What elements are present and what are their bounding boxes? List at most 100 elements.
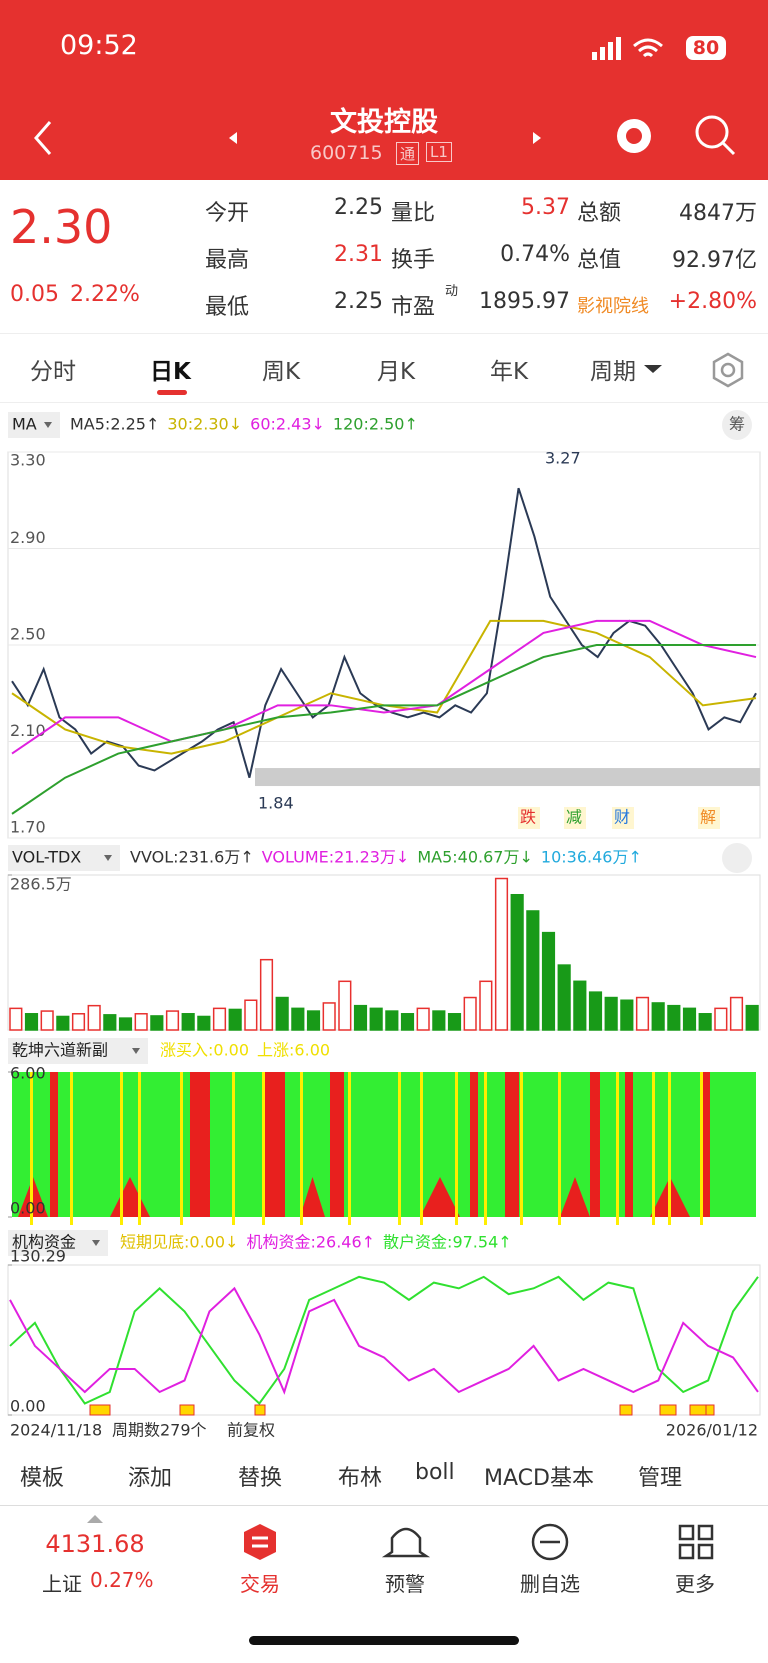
nav-item[interactable]: 交易 xyxy=(240,1572,280,1596)
toolbar-item[interactable]: 管理 xyxy=(638,1466,683,1491)
qk-yellow xyxy=(300,1072,303,1225)
legend-item: 散户资金:97.54↑ xyxy=(383,1233,512,1252)
pe-sup: 动 xyxy=(445,284,459,299)
plot-frame xyxy=(7,874,761,1031)
qk-red xyxy=(590,1072,600,1217)
settings[interactable] xyxy=(708,350,748,390)
legend-item: 60:2.43↓ xyxy=(250,415,325,434)
nav-item[interactable]: 预警 xyxy=(385,1572,425,1596)
quote-cell: 0.74% xyxy=(500,242,570,267)
y-tick-label: 286.5万 xyxy=(10,875,72,894)
volume-bar xyxy=(56,1015,70,1031)
dropdown[interactable] xyxy=(640,362,666,376)
volume-bar xyxy=(573,980,587,1031)
volume-bar xyxy=(9,1007,23,1031)
qk-yellow xyxy=(398,1072,401,1225)
index-name: 上证 xyxy=(42,1572,82,1596)
volume-bar xyxy=(165,1010,180,1031)
volume-bar xyxy=(181,1013,195,1031)
qk-red xyxy=(625,1072,633,1217)
qk-yellow xyxy=(138,1072,141,1225)
volume-bar xyxy=(463,996,477,1031)
volume-bar xyxy=(526,910,540,1031)
quote-cell: +2.80% xyxy=(668,289,757,314)
tab[interactable]: 周期 xyxy=(590,359,636,385)
toolbar-item[interactable]: 添加 xyxy=(128,1466,173,1491)
line xyxy=(11,619,757,755)
volume-bar xyxy=(400,1013,415,1031)
qk-yellow xyxy=(30,1072,33,1225)
line xyxy=(11,644,756,815)
quote-cell: 总值 xyxy=(577,248,622,273)
qk-red xyxy=(190,1072,210,1217)
qk-yellow xyxy=(262,1072,265,1225)
volume-bar xyxy=(353,1004,368,1031)
y-tick-label: 2.10 xyxy=(10,721,46,740)
chip-text: 筹 xyxy=(729,415,745,434)
line xyxy=(9,1286,759,1395)
toolbar-item[interactable]: MACD基本 xyxy=(484,1466,594,1491)
tab[interactable]: 周K xyxy=(262,359,301,385)
badge: L1 xyxy=(426,142,452,162)
volume-bar xyxy=(682,1007,697,1031)
volume-bar xyxy=(369,1007,383,1031)
volume-bar xyxy=(698,1013,712,1031)
quote-cell: 2.25 xyxy=(334,289,383,314)
nav-item[interactable]: 更多 xyxy=(675,1572,715,1596)
qk-yellow xyxy=(180,1072,183,1225)
volume-bar xyxy=(729,996,744,1031)
icons[interactable] xyxy=(610,110,740,160)
date-label: 2026/01/12 xyxy=(666,1421,758,1440)
tab[interactable]: 日K xyxy=(150,359,191,385)
y-tick-label: 3.30 xyxy=(10,451,46,470)
nav-item[interactable]: 删自选 xyxy=(520,1572,580,1596)
event-tag xyxy=(564,807,586,829)
quote-cell: 最低 xyxy=(205,295,250,320)
nav-icons xyxy=(244,1523,714,1561)
bottom-signal xyxy=(619,1404,633,1416)
tab[interactable]: 年K xyxy=(490,359,529,385)
legend-item: VOLUME:21.23万↓ xyxy=(262,848,410,867)
chip-button xyxy=(722,410,752,440)
tab-indicator xyxy=(157,390,187,395)
date-label: 前复权 xyxy=(227,1421,275,1440)
bottom-signal xyxy=(179,1404,195,1416)
indicator-name: MA xyxy=(12,415,37,434)
indicator-name: VOL-TDX xyxy=(12,848,81,867)
volume-bar xyxy=(635,996,650,1031)
qk-yellow xyxy=(700,1072,703,1225)
tab[interactable]: 分时 xyxy=(30,359,76,385)
qk-yellow xyxy=(484,1072,487,1225)
qk-yellow xyxy=(652,1072,655,1225)
volume-bar xyxy=(212,1007,227,1031)
volume-bar xyxy=(432,1010,446,1031)
header: 09:52 80 文投控股 600715 通 L1 xyxy=(0,0,768,180)
volume-bar xyxy=(134,1013,148,1031)
legend-item: VVOL:231.6万↑ xyxy=(130,848,254,867)
volume-bar xyxy=(510,893,524,1031)
qk-yellow xyxy=(616,1072,619,1225)
switch-arrows[interactable] xyxy=(225,128,545,148)
index-pct: 0.27% xyxy=(90,1568,154,1592)
tab[interactable]: 月K xyxy=(377,359,416,385)
toolbar-item[interactable]: boll xyxy=(415,1460,455,1485)
volume-bar xyxy=(667,1004,681,1031)
volume-bar xyxy=(620,999,634,1031)
event-tag: 减 xyxy=(566,808,582,827)
divider xyxy=(0,1505,768,1506)
legend-item: 10:36.46万↑ xyxy=(541,848,642,867)
toolbar-item[interactable]: 布林 xyxy=(338,1466,383,1491)
volume-bar xyxy=(244,999,258,1031)
bottom-signal xyxy=(705,1404,715,1416)
indicator-dropdown xyxy=(44,422,52,428)
toolbar-item[interactable]: 模板 xyxy=(20,1466,65,1491)
back-button[interactable] xyxy=(30,118,60,158)
legend-item: 机构资金:26.46↑ xyxy=(246,1233,375,1252)
volume-bar xyxy=(338,980,352,1031)
volume-bar xyxy=(416,1007,430,1031)
volume-bar xyxy=(479,980,493,1031)
toolbar-item[interactable]: 替换 xyxy=(238,1466,283,1491)
change: 0.05 xyxy=(10,282,59,307)
plot-frame xyxy=(7,1264,761,1416)
